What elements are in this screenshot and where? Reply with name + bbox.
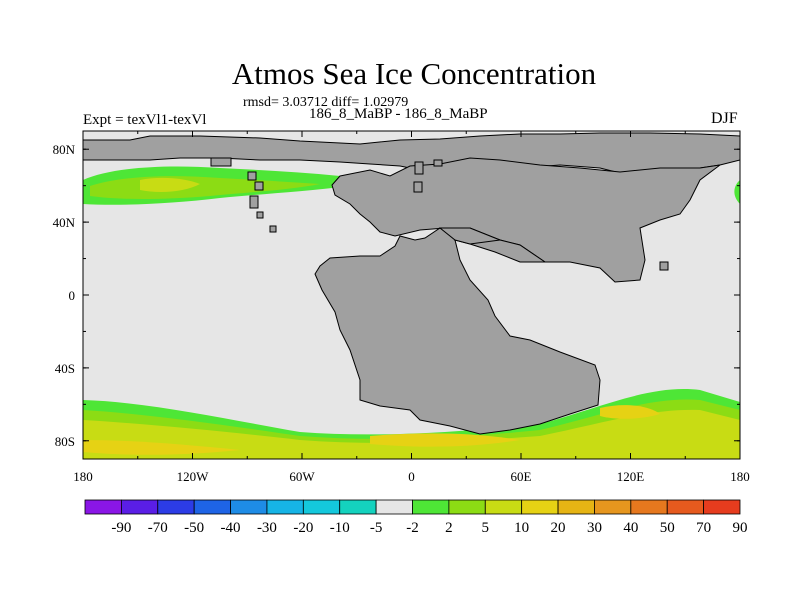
colorbar-swatch (375, 499, 413, 515)
island-9 (433, 159, 443, 167)
colorbar-label: 2 (445, 520, 453, 536)
colorbar-swatch (666, 499, 705, 515)
colorbar-swatch (594, 499, 632, 515)
colorbar-swatch (230, 499, 268, 515)
colorbar-swatch (266, 499, 304, 515)
y-tick-label: 0 (69, 288, 76, 303)
south-patch-a (83, 440, 240, 455)
colorbar-swatch (484, 499, 523, 515)
island-3 (254, 181, 264, 191)
data-field (83, 166, 740, 459)
colorbar-swatch (339, 499, 377, 515)
colorbar-label: 30 (587, 520, 602, 536)
colorbar-label: 90 (733, 520, 748, 536)
x-tick-label: 0 (408, 469, 415, 484)
south-patch-b (370, 433, 520, 447)
colorbar-swatch (557, 499, 595, 515)
colorbar-label: -30 (257, 520, 277, 536)
x-tick-label: 120E (617, 469, 645, 484)
colorbar-swatch (193, 499, 231, 515)
island-2 (247, 171, 257, 181)
colorbar-swatch (157, 499, 195, 515)
land-mask (83, 132, 740, 435)
y-tick-label: 80S (55, 434, 75, 449)
colorbar-label: -50 (184, 520, 204, 536)
colorbar-swatch (84, 499, 122, 515)
island-8 (413, 181, 423, 193)
colorbar-swatch (302, 499, 341, 515)
south-band-inner (83, 409, 740, 459)
colorbar-label: 5 (482, 520, 490, 536)
colorbar-label: 20 (551, 520, 566, 536)
island-10 (659, 261, 669, 271)
x-tick-label: 60W (289, 469, 315, 484)
y-tick-label: 40N (53, 215, 76, 230)
colorbar-swatch (448, 499, 486, 515)
axis-tick-labels: 180 120W 60W 0 60E 120E 180 80N 40N 0 40S 80S (53, 142, 750, 484)
island-7 (414, 161, 424, 175)
stats-label: rmsd= 3.03712 diff= 1.02979 (243, 95, 409, 110)
period-label: 186_8_MaBP - 186_8_MaBP (309, 106, 488, 122)
y-tick-label: 80N (53, 142, 76, 157)
colorbar-label: 70 (696, 520, 711, 536)
colorbar-label: 50 (660, 520, 675, 536)
island-1 (210, 157, 232, 167)
season-label: DJF (711, 110, 738, 127)
y-tick-label: 40S (55, 361, 75, 376)
colorbar: -90 -70 -50 -40 -30 -20 -10 -5 -2 2 5 10 20 30 40 50 70 9… (84, 499, 748, 536)
colorbar-label: -2 (406, 520, 419, 536)
experiment-label: Expt = texVl1-texVl (83, 112, 207, 128)
colorbar-label: -90 (111, 520, 131, 536)
mid-land-bridge (438, 227, 502, 245)
x-tick-label: 180 (73, 469, 93, 484)
colorbar-label: -10 (330, 520, 350, 536)
colorbar-label: -20 (293, 520, 313, 536)
colorbar-label: -40 (221, 520, 241, 536)
island-5 (256, 211, 264, 219)
x-tick-label: 180 (730, 469, 750, 484)
axis-ticks (82, 131, 741, 459)
x-tick-label: 120W (177, 469, 210, 484)
x-tick-label: 60E (511, 469, 532, 484)
colorbar-swatch (630, 499, 668, 515)
chart-title: Atmos Sea Ice Concentration (231, 56, 597, 91)
colorbar-swatch (120, 499, 159, 515)
island-6 (269, 225, 277, 233)
colorbar-label: 10 (514, 520, 529, 536)
eurasia-africa (314, 157, 721, 435)
colorbar-label: -5 (370, 520, 383, 536)
island-4 (249, 195, 259, 209)
south-patch-east (600, 405, 660, 419)
colorbar-label: 40 (623, 520, 638, 536)
colorbar-label: -70 (148, 520, 168, 536)
north-band-core (140, 177, 200, 192)
colorbar-swatch (703, 499, 741, 515)
colorbar-swatch (412, 499, 450, 515)
colorbar-swatch (521, 499, 559, 515)
